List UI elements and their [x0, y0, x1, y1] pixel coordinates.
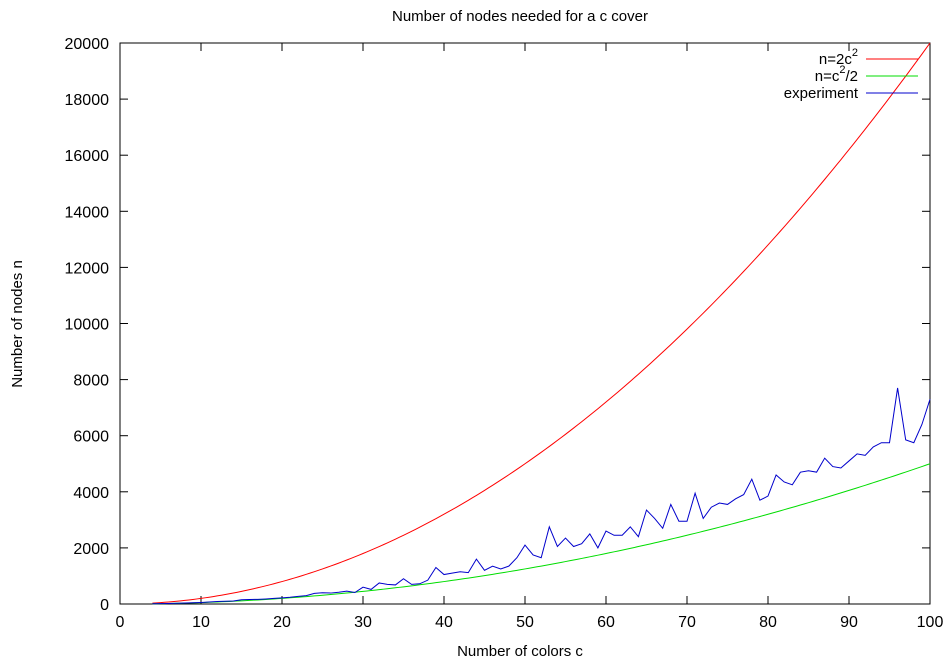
x-tick-label: 0 [116, 614, 125, 631]
axes: 0 10 20 30 40 50 60 70 80 90 100 0 2000 4000 6000 8000 1… [65, 36, 944, 631]
series-line-2 [152, 387, 931, 605]
x-tick-label: 90 [840, 614, 858, 631]
x-tick-label: 60 [597, 614, 615, 631]
legend-label-2: experiment [784, 85, 859, 102]
x-tick-label: 50 [516, 614, 534, 631]
chart-title: Number of nodes needed for a c cover [392, 8, 648, 25]
x-tick-label: 10 [192, 614, 210, 631]
plot-frame [119, 42, 931, 605]
y-tick-label: 10000 [65, 317, 110, 334]
series-line-1 [152, 463, 931, 605]
y-tick-label: 20000 [65, 36, 110, 53]
y-tick-label: 6000 [73, 429, 109, 446]
series-line-0 [152, 42, 931, 604]
y-tick-label: 8000 [73, 373, 109, 390]
y-axis-title: Number of nodes n [9, 260, 26, 388]
x-tick-label: 80 [759, 614, 777, 631]
legend-label-0: n=2c2 [819, 47, 858, 68]
y-tick-label: 16000 [65, 148, 110, 165]
y-tick-label: 0 [100, 597, 109, 614]
y-tick-label: 2000 [73, 541, 109, 558]
y-tick-label: 18000 [65, 92, 110, 109]
x-tick-label: 100 [917, 614, 944, 631]
x-tick-label: 30 [354, 614, 372, 631]
x-tick-label: 20 [273, 614, 291, 631]
y-tick-label: 12000 [65, 260, 110, 277]
legend-label-1: n=c2/2 [815, 64, 858, 85]
x-tick-label: 70 [678, 614, 696, 631]
series-layer [152, 42, 931, 605]
x-axis-title: Number of colors c [457, 643, 583, 660]
y-tick-label: 14000 [65, 204, 110, 221]
y-tick-label: 4000 [73, 485, 109, 502]
x-tick-label: 40 [435, 614, 453, 631]
